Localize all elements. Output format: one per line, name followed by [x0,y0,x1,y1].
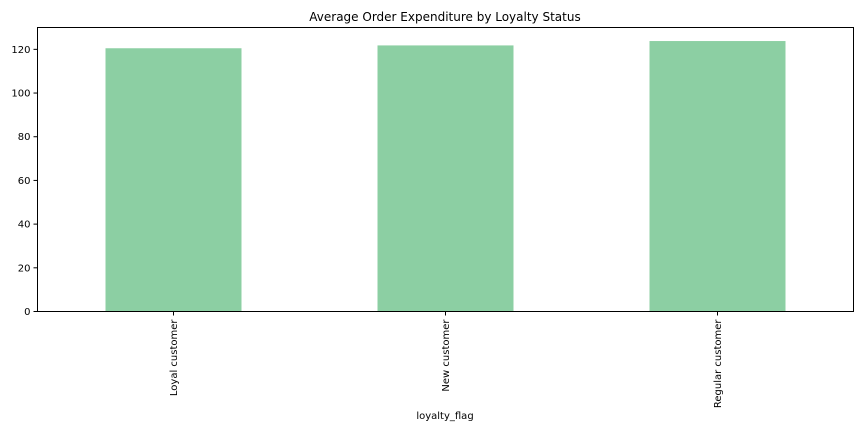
x-axis: Loyal customer New customer Regular custom… [169,311,724,409]
y-tick-label: 40 [18,220,31,231]
x-tick-label: Regular customer [713,319,724,409]
y-tick-label: 100 [11,89,30,100]
y-axis: 0 20 40 60 80 100 120 [11,45,38,318]
plot-area-frame [37,27,854,312]
bar-new-customer [377,45,514,312]
x-axis-label: loyalty_flag [416,411,473,422]
bars-group [105,41,786,312]
bar-loyal-customer [105,48,242,312]
y-tick-label: 80 [18,132,31,143]
chart-title: Average Order Expenditure by Loyalty Sta… [309,10,580,24]
y-tick-label: 20 [18,263,31,274]
y-tick-label: 120 [11,45,30,56]
x-tick-label: New customer [441,319,452,392]
bar-regular-customer [649,41,786,312]
y-tick-label: 60 [18,176,31,187]
y-tick-label: 0 [24,307,30,318]
x-tick-label: Loyal customer [169,319,180,396]
